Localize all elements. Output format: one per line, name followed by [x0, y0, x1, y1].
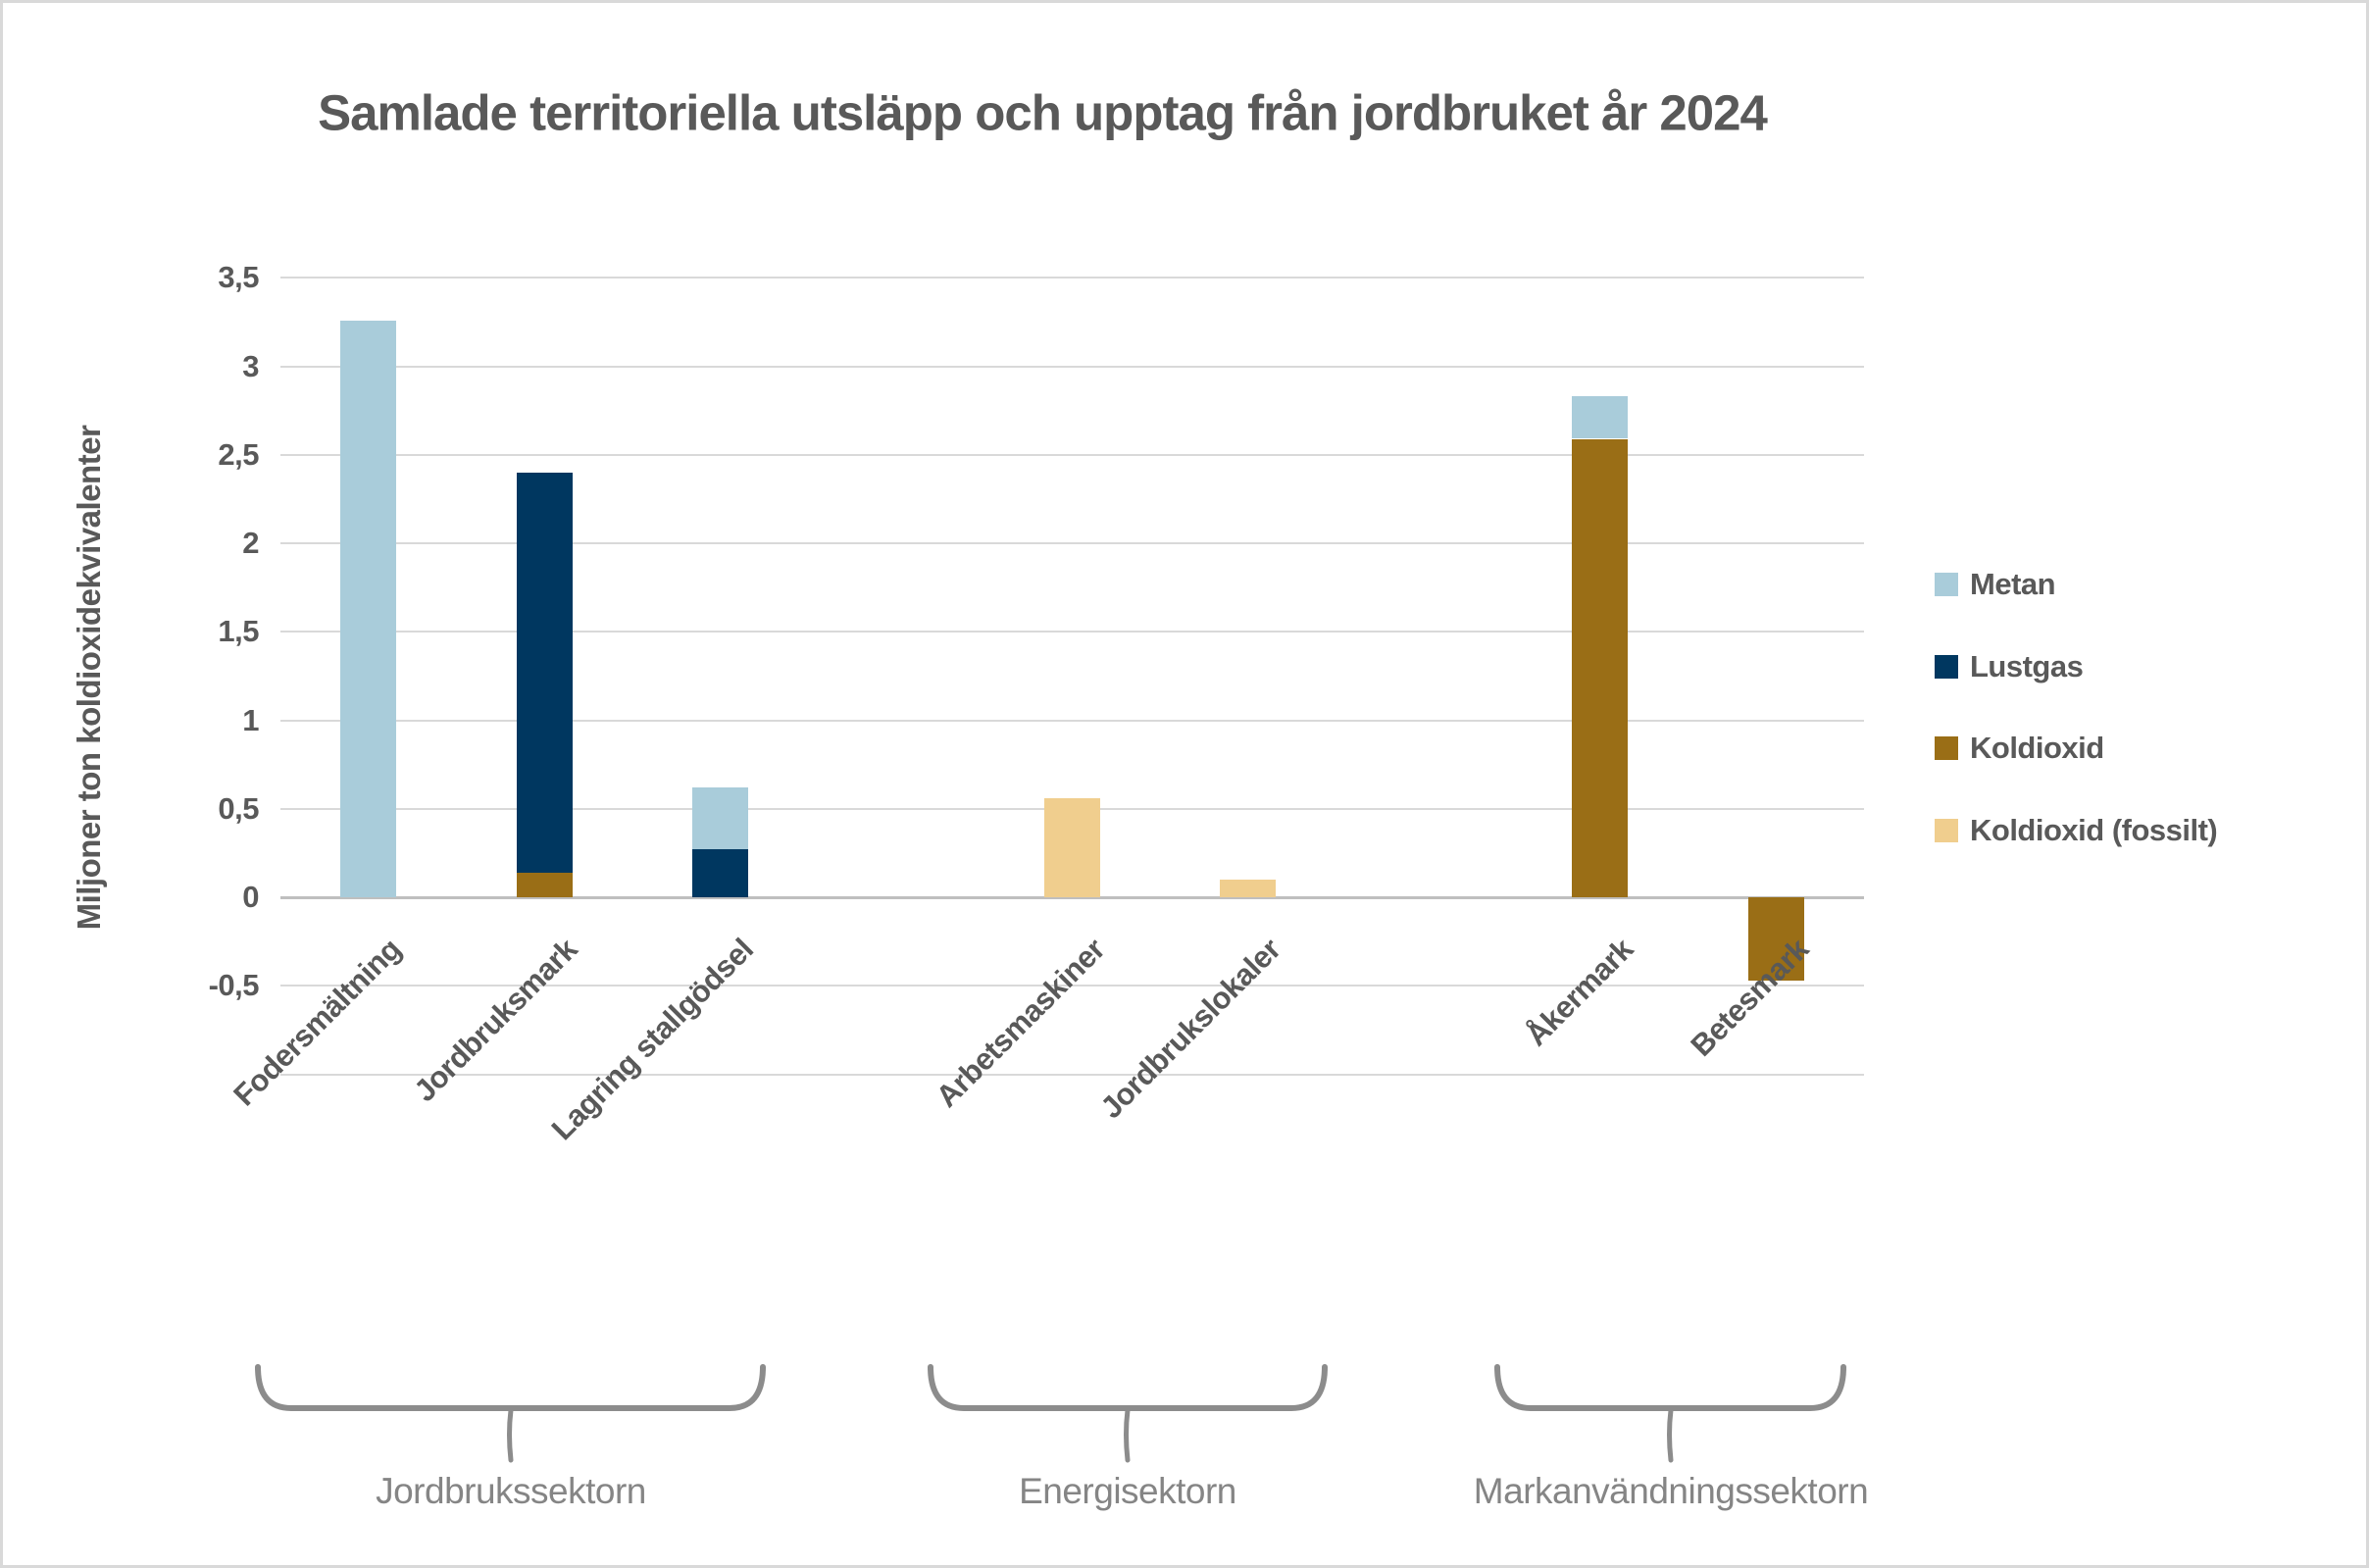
sector-brace	[928, 1364, 1328, 1411]
sector-brace-tick	[1667, 1407, 1674, 1463]
bar-segment-koldioxid[interactable]	[1572, 438, 1629, 897]
legend-label: Koldioxid	[1970, 731, 2104, 765]
gridline	[280, 631, 1864, 633]
gridline	[280, 719, 1864, 722]
y-tick-label: -0,5	[208, 968, 260, 1003]
gridline	[280, 277, 1864, 279]
sector-label: Markanvändningssektorn	[1473, 1471, 1869, 1511]
bar-segment-lustgas[interactable]	[516, 472, 573, 873]
sector-label: Jordbrukssektorn	[376, 1471, 646, 1511]
bar-segment-koldioxid-fossilt-[interactable]	[1044, 797, 1100, 897]
y-tick-label: 2	[242, 526, 259, 560]
y-tick-label: 3	[242, 348, 259, 383]
sector-brace	[255, 1364, 766, 1411]
y-tick-label: 3,5	[218, 260, 259, 295]
sector-brace	[1494, 1364, 1846, 1411]
sector-brace-tick	[1124, 1407, 1131, 1463]
legend-swatch-icon	[1935, 819, 1958, 842]
legend-label: Koldioxid (fossilt)	[1970, 813, 2218, 847]
bar-segment-lustgas[interactable]	[692, 849, 749, 897]
bar-segment-koldioxid[interactable]	[1747, 897, 1804, 981]
gridline	[280, 365, 1864, 368]
legend-swatch-icon	[1935, 573, 1958, 596]
bar-segment-koldioxid[interactable]	[516, 872, 573, 897]
zero-axis-line	[280, 895, 1864, 899]
y-tick-label: 1	[242, 702, 259, 737]
bar-segment-metan[interactable]	[1572, 396, 1629, 439]
gridline	[280, 985, 1864, 987]
legend-swatch-icon	[1935, 655, 1958, 679]
y-tick-label: 2,5	[218, 436, 259, 472]
bar-segment-koldioxid-fossilt-[interactable]	[1220, 879, 1277, 897]
legend-swatch-icon	[1935, 736, 1958, 760]
gridline	[280, 1073, 1864, 1076]
bar-segment-metan[interactable]	[340, 320, 397, 897]
sector-brace-tick	[507, 1407, 514, 1463]
sector-label: Energisektorn	[1019, 1471, 1236, 1511]
bar-segment-metan[interactable]	[692, 787, 749, 850]
y-tick-label: 0	[242, 880, 259, 914]
legend-label: Metan	[1970, 567, 2056, 601]
sector-braces	[255, 1364, 1846, 1463]
gridline	[280, 453, 1864, 456]
gridline	[280, 542, 1864, 544]
chart-title: Samlade territoriella utsläpp och upptag…	[318, 84, 1768, 141]
y-tick-label: 0,5	[218, 790, 259, 826]
y-tick-label: 1,5	[218, 614, 259, 649]
legend-label: Lustgas	[1970, 649, 2084, 683]
